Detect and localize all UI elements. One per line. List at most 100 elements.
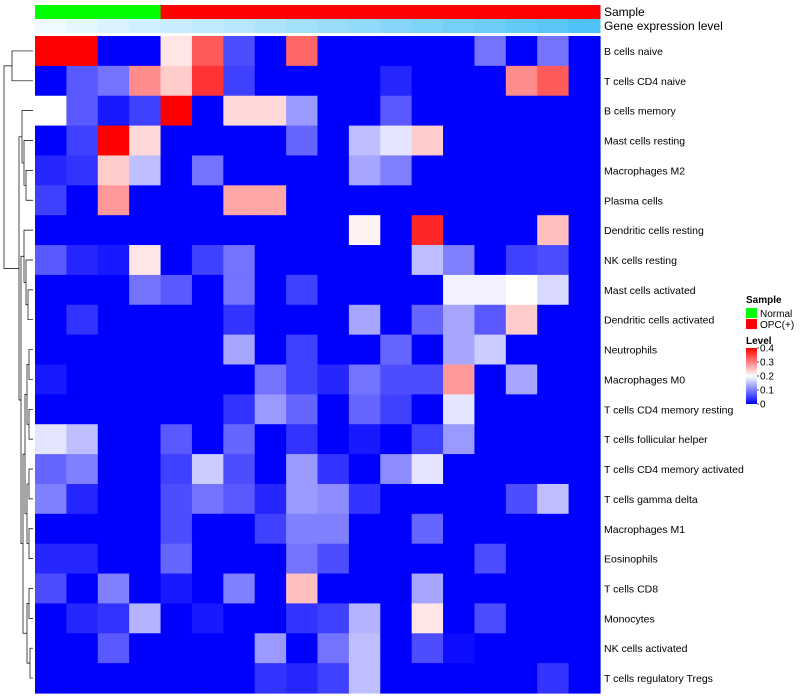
heatmap-cell — [286, 185, 319, 216]
expression-level-track-cell — [66, 19, 99, 33]
heatmap-cell — [35, 543, 67, 575]
heatmap-cell — [66, 125, 99, 157]
heatmap-cell — [348, 155, 381, 186]
heatmap-cell — [317, 543, 350, 575]
dendrogram-branch — [25, 170, 33, 201]
heatmap-cell — [348, 394, 381, 425]
heatmap-cell — [254, 155, 287, 186]
heatmap-cell — [160, 304, 193, 336]
heatmap-cell — [286, 454, 319, 485]
sample-legend-label: Normal — [760, 309, 792, 320]
heatmap-cell — [191, 454, 224, 485]
heatmap-cell — [35, 95, 67, 127]
sample-track-cell — [66, 5, 99, 19]
heatmap-cell — [66, 603, 99, 634]
heatmap-cell — [160, 663, 193, 694]
heatmap-cell — [537, 513, 570, 545]
level-legend-tick-label: 0 — [760, 400, 766, 411]
heatmap-cell — [129, 95, 162, 127]
heatmap-cell — [35, 65, 67, 97]
heatmap-cell — [97, 573, 130, 605]
heatmap-cell — [286, 215, 319, 246]
heatmap-cell — [129, 573, 162, 605]
heatmap-cell — [191, 603, 224, 634]
heatmap-cell — [223, 543, 256, 575]
heatmap-cell — [411, 483, 444, 515]
heatmap-cell — [411, 125, 444, 157]
heatmap-cell — [223, 65, 256, 97]
heatmap-cell — [191, 215, 224, 246]
heatmap-cell — [348, 125, 381, 157]
heatmap-cell — [66, 483, 99, 515]
heatmap-cell — [160, 95, 193, 127]
heatmap-cell — [317, 663, 350, 694]
heatmap-cell — [254, 304, 287, 336]
sample-track-cell — [505, 5, 538, 19]
row-label: Macrophages M0 — [604, 374, 685, 386]
heatmap-cell — [505, 215, 538, 246]
heatmap-cell — [505, 573, 538, 605]
heatmap-cell — [443, 633, 476, 664]
heatmap-cell — [505, 424, 538, 455]
heatmap-cell — [66, 633, 99, 664]
heatmap-cell — [317, 483, 350, 515]
expression-level-track-cell — [286, 19, 318, 33]
heatmap-cell — [223, 185, 256, 216]
row-label: T cells CD4 memory resting — [604, 404, 733, 416]
heatmap-cell — [380, 215, 413, 246]
heatmap-cell — [97, 543, 130, 575]
heatmap-cell — [254, 513, 287, 545]
heatmap-cell — [537, 304, 570, 336]
heatmap-cell — [505, 633, 538, 664]
heatmap-cell — [160, 454, 193, 485]
sample-track-cell — [568, 5, 601, 19]
heatmap-cell — [191, 36, 224, 67]
heatmap-cell — [223, 125, 256, 157]
sample-track-cell — [191, 5, 224, 19]
heatmap-cell — [223, 215, 256, 246]
heatmap-cell — [317, 364, 350, 395]
expression-level-track-cell — [191, 19, 224, 33]
heatmap-cell — [254, 125, 287, 157]
sample-track-cell — [443, 5, 475, 19]
heatmap-cell — [537, 125, 570, 157]
heatmap-cell — [443, 245, 476, 276]
heatmap-cell — [443, 513, 476, 545]
heatmap-cell — [348, 36, 381, 67]
row-label: Eosinophils — [604, 554, 658, 566]
heatmap-cell — [411, 364, 444, 395]
heatmap-cell — [191, 304, 224, 336]
heatmap-cell — [411, 573, 444, 605]
expression-level-track-cell — [317, 19, 350, 33]
heatmap-cell — [160, 483, 193, 515]
heatmap-cell — [348, 663, 381, 694]
dendrogram-branch — [18, 136, 22, 401]
heatmap-cell — [35, 155, 67, 186]
heatmap-cell — [286, 36, 319, 67]
heatmap-cell — [348, 364, 381, 395]
heatmap-cell — [568, 573, 601, 605]
heatmap-cell — [35, 483, 67, 515]
heatmap-cell — [505, 36, 538, 67]
expression-level-track-cell — [129, 19, 162, 33]
heatmap-cell — [317, 155, 350, 186]
heatmap-cell — [286, 573, 319, 605]
dendrogram-branch — [23, 140, 33, 186]
heatmap-cell — [160, 394, 193, 425]
heatmap-cell — [35, 364, 67, 395]
heatmap-cell — [66, 334, 99, 366]
heatmap-cell — [191, 125, 224, 157]
heatmap-cell — [223, 245, 256, 276]
heatmap-cell — [129, 394, 162, 425]
heatmap-cell — [223, 394, 256, 425]
heatmap-cell — [380, 334, 413, 366]
heatmap-cell — [380, 394, 413, 425]
heatmap-cell — [348, 215, 381, 246]
heatmap-cell — [537, 394, 570, 425]
level-legend-title: Level — [746, 336, 772, 347]
heatmap-cell — [443, 155, 476, 186]
heatmap-cell — [160, 633, 193, 664]
heatmap-cell — [97, 334, 130, 366]
heatmap-cell — [537, 185, 570, 216]
